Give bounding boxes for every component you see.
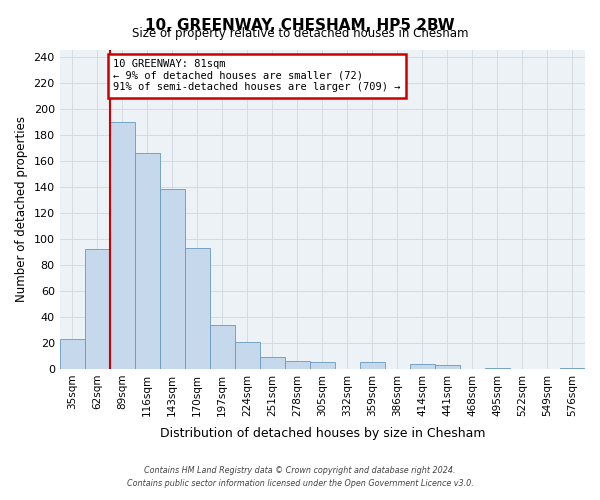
Bar bbox=[360, 362, 385, 369]
Y-axis label: Number of detached properties: Number of detached properties bbox=[15, 116, 28, 302]
Bar bbox=[85, 249, 110, 369]
Text: 10 GREENWAY: 81sqm
← 9% of detached houses are smaller (72)
91% of semi-detached: 10 GREENWAY: 81sqm ← 9% of detached hous… bbox=[113, 59, 401, 92]
Bar bbox=[485, 368, 510, 369]
Bar bbox=[160, 190, 185, 369]
Bar bbox=[260, 357, 285, 369]
Text: Size of property relative to detached houses in Chesham: Size of property relative to detached ho… bbox=[132, 28, 468, 40]
Bar bbox=[410, 364, 435, 369]
Bar bbox=[185, 248, 210, 369]
Bar bbox=[210, 324, 235, 369]
Bar bbox=[285, 361, 310, 369]
X-axis label: Distribution of detached houses by size in Chesham: Distribution of detached houses by size … bbox=[160, 427, 485, 440]
Bar bbox=[560, 368, 585, 369]
Bar bbox=[310, 362, 335, 369]
Bar bbox=[110, 122, 135, 369]
Bar bbox=[235, 342, 260, 369]
Bar bbox=[59, 339, 85, 369]
Text: 10, GREENWAY, CHESHAM, HP5 2BW: 10, GREENWAY, CHESHAM, HP5 2BW bbox=[145, 18, 455, 32]
Bar bbox=[435, 365, 460, 369]
Text: Contains HM Land Registry data © Crown copyright and database right 2024.
Contai: Contains HM Land Registry data © Crown c… bbox=[127, 466, 473, 487]
Bar bbox=[135, 153, 160, 369]
